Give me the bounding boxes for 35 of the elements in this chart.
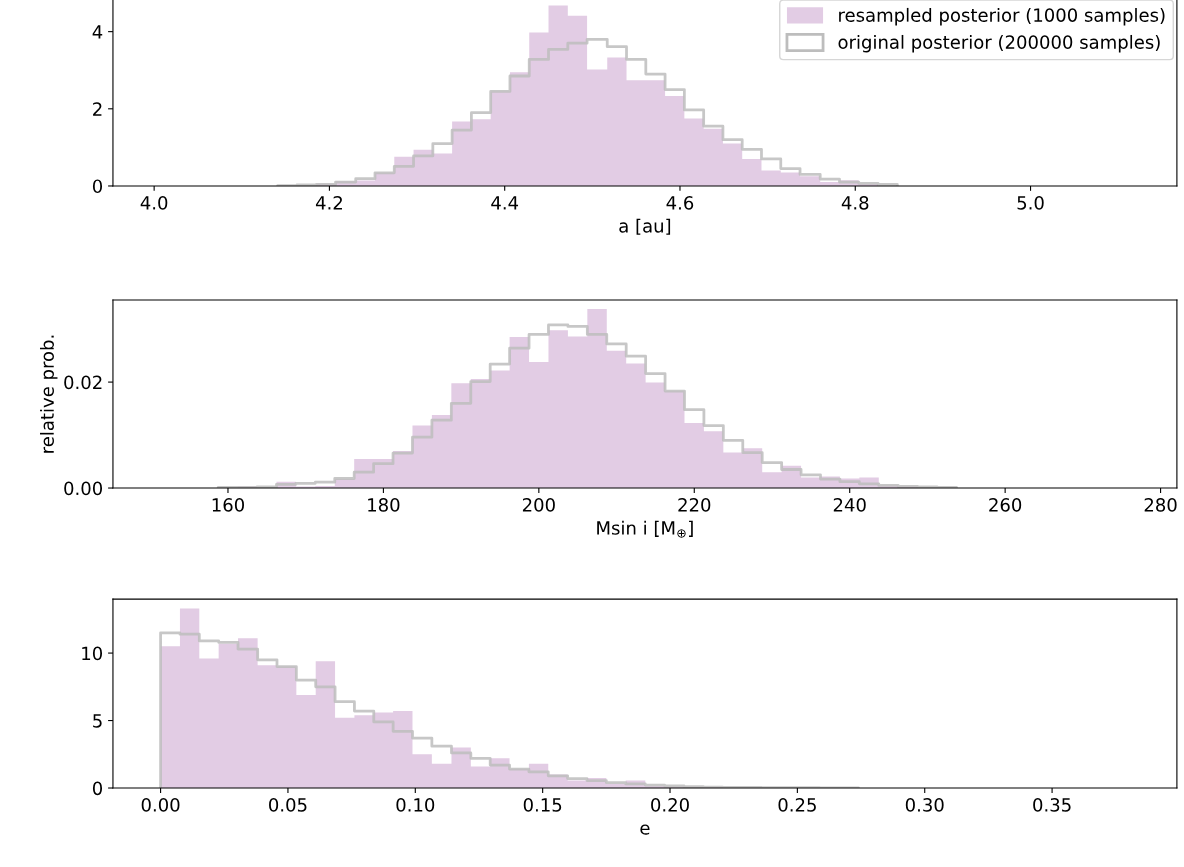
y-tick-label: 5 [93,714,102,728]
x-tick-label: 260 [989,498,1022,512]
x-tick-label: 5.0 [1017,196,1044,210]
x-tick-label: 0.10 [396,798,435,812]
x-axis-title: a [au] [619,218,671,235]
legend-label: original posterior (200000 samples) [838,34,1160,53]
x-tick-label: 0.05 [269,798,307,812]
x-tick-label: 0.15 [523,798,562,812]
x-tick-label: 280 [1144,498,1177,512]
x-tick-label: 4.4 [491,196,519,210]
y-tick-label: 0.00 [64,481,103,496]
legend-label: resampled posterior (1000 samples) [839,7,1165,26]
y-tick-label: 0.02 [64,375,102,390]
y-tick-label: 2 [93,102,102,116]
x-tick-label: 0.00 [141,798,180,812]
x-axis-title: Msin i [M$_{⊕}$] [597,520,693,538]
x-tick-label: 4.8 [841,196,869,210]
y-tick-label: 4 [92,25,103,39]
y-axis-title: relative prob. [40,335,58,453]
x-tick-label: 220 [678,498,711,512]
y-tick-label: 0 [92,781,103,796]
x-tick-label: 200 [522,498,555,512]
x-axis-title: e [640,824,650,835]
y-tick-label: 0 [92,179,103,194]
x-tick-label: 4.0 [140,196,168,210]
y-tick-label: 10 [82,646,103,661]
x-tick-label: 180 [368,498,400,512]
x-tick-label: 240 [833,498,866,512]
x-tick-label: 0.35 [1033,798,1071,812]
x-tick-label: 0.25 [778,798,816,812]
x-tick-label: 0.20 [651,798,689,812]
x-tick-label: 0.30 [905,798,944,812]
x-tick-label: 4.2 [315,196,342,210]
x-tick-label: 4.6 [666,196,694,210]
x-tick-label: 160 [212,498,245,512]
